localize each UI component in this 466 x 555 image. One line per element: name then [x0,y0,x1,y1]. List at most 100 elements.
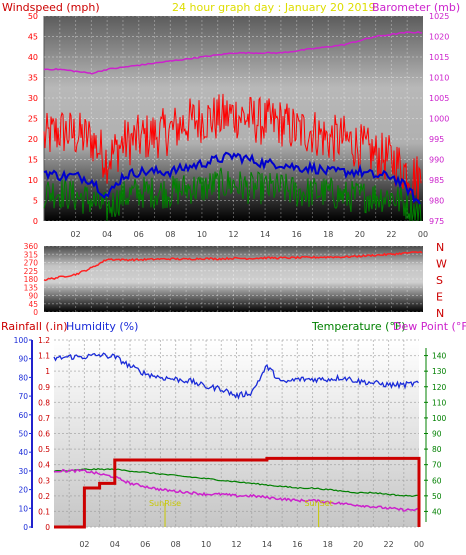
temperature-tick-label: 140 [432,352,447,361]
temperature-tick-label: 40 [432,507,442,516]
avg-wind-line [43,151,421,205]
rain-x-tick-label: 22 [383,540,393,549]
wind-tick-label: 10 [28,176,38,185]
direction-tick-label: 135 [24,283,39,292]
rain-tick-label: 1 [45,367,50,376]
barometer-tick-label: 980 [429,197,444,206]
rain-tick-label: 0 [45,523,50,532]
rain-x-tick-label: 10 [201,540,211,549]
humidity-tick-label: 0 [23,523,28,532]
humidity-tick-label: 50 [18,430,28,439]
compass-label: W [436,258,447,271]
barometer-tick-label: 1025 [429,12,449,21]
rain-tick-label: 0.8 [38,398,50,407]
barometer-tick-label: 975 [429,217,444,226]
humidity-tick-label: 90 [18,355,28,364]
humidity-tick-label: 20 [18,486,28,495]
rain-x-tick-label: 20 [353,540,363,549]
low-wind-line [43,167,422,222]
rain-x-tick-label: 08 [171,540,181,549]
wind-tick-label: 30 [28,94,38,103]
humidity-line [53,352,419,400]
temperature-tick-label: 100 [432,414,447,423]
rain-x-tick-label: 18 [323,540,333,549]
direction-tick-label: 360 [24,242,39,251]
rain-tick-label: 0.2 [38,492,50,501]
wind-x-tick-label: 02 [70,230,80,239]
temperature-tick-label: 70 [432,461,442,470]
direction-tick-label: 270 [24,259,39,268]
wind-tick-label: 45 [28,33,38,42]
wind-tick-label: 15 [28,156,38,165]
sun-annotation: SunSet [304,499,332,508]
barometer-tick-label: 985 [429,176,444,185]
barometer-tick-label: 1000 [429,115,449,124]
humidity-tick-label: 10 [18,504,28,513]
wind-x-tick-label: 06 [134,230,144,239]
rain-x-tick-label: 06 [140,540,150,549]
temperature-tick-label: 80 [432,445,442,454]
rain-tick-label: 0.5 [38,445,50,454]
rain-x-tick-label: 12 [231,540,241,549]
wind-x-tick-label: 14 [260,230,270,239]
windspeed-label: Windspeed (mph) [2,1,100,14]
direction-tick-label: 90 [28,292,38,301]
wind-tick-label: 35 [28,74,38,83]
humidity-label: Humidity (%) [66,320,138,333]
humidity-tick-label: 100 [14,336,29,345]
rain-tick-label: 1.1 [38,352,50,361]
temperature-label: Temperature (°F) [311,320,406,333]
temperature-tick-label: 90 [432,430,442,439]
wind-tick-label: 20 [28,135,38,144]
wind-x-tick-label: 18 [323,230,333,239]
barometer-tick-label: 990 [429,156,444,165]
humidity-tick-label: 30 [18,467,28,476]
compass-label: S [436,274,443,287]
rain-tick-label: 0.1 [38,507,50,516]
direction-tick-label: 180 [24,275,39,284]
wind-x-tick-label: 04 [102,230,112,239]
temperature-tick-label: 130 [432,367,447,376]
barometer-tick-label: 1020 [429,33,449,42]
barometer-tick-label: 1010 [429,74,449,83]
graph-title: 24 hour graph day : January 20 2019 [172,1,376,14]
direction-tick-label: 45 [28,300,38,309]
rain-x-tick-label: 02 [79,540,89,549]
rain-x-tick-label: 04 [110,540,120,549]
dewpoint-label: Dew Point (°F) [393,320,466,333]
rainfall-label: Rainfall (.in) [1,320,68,333]
rain-x-tick-label: 14 [262,540,272,549]
wind-x-tick-label: 00 [418,230,428,239]
wind-x-tick-label: 08 [165,230,175,239]
rain-x-tick-label: 16 [292,540,302,549]
compass-label: N [436,307,444,320]
direction-tick-label: 315 [24,250,39,259]
rain-x-tick-label: 00 [414,540,424,549]
temperature-tick-label: 50 [432,492,442,501]
humidity-tick-label: 80 [18,373,28,382]
rain-tick-label: 0.6 [38,430,50,439]
gust-line [43,93,422,200]
barometer-tick-label: 995 [429,135,444,144]
barometer-label: Barometer (mb) [372,1,460,14]
barometer-line [43,30,423,75]
sun-annotation: SunRise [149,499,181,508]
barometer-tick-label: 1015 [429,53,449,62]
rain-tick-label: 1.2 [38,336,50,345]
barometer-tick-label: 1005 [429,94,449,103]
wind-tick-label: 0 [33,217,38,226]
wind-x-tick-label: 16 [292,230,302,239]
rainfall-line [54,456,421,529]
rain-tick-label: 0.4 [38,461,50,470]
compass-label: N [436,241,444,254]
wind-tick-label: 5 [33,197,38,206]
temperature-tick-label: 120 [432,383,447,392]
wind-x-tick-label: 22 [386,230,396,239]
humidity-tick-label: 70 [18,392,28,401]
compass-label: E [436,291,443,304]
wind-tick-label: 50 [28,12,38,21]
temperature-tick-label: 60 [432,476,442,485]
humidity-tick-label: 60 [18,411,28,420]
rain-tick-label: 0.9 [38,383,50,392]
